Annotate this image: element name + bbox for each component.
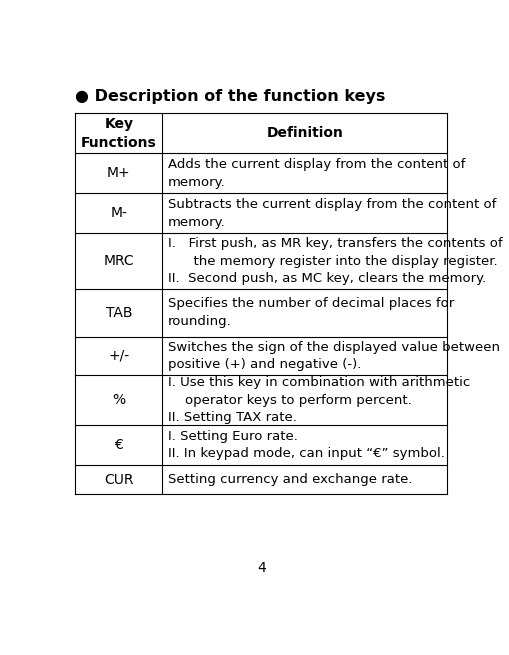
Text: Definition: Definition — [266, 126, 343, 140]
Text: Switches the sign of the displayed value between
positive (+) and negative (-).: Switches the sign of the displayed value… — [167, 341, 499, 371]
Text: Setting currency and exchange rate.: Setting currency and exchange rate. — [167, 474, 411, 486]
Text: I. Use this key in combination with arithmetic
    operator keys to perform perc: I. Use this key in combination with arit… — [167, 376, 469, 424]
Text: TAB: TAB — [105, 306, 132, 320]
Text: ● Description of the function keys: ● Description of the function keys — [74, 88, 384, 103]
Text: M-: M- — [110, 206, 127, 220]
Text: %: % — [112, 393, 125, 407]
Text: +/-: +/- — [108, 349, 129, 363]
Text: I.   First push, as MR key, transfers the contents of
      the memory register : I. First push, as MR key, transfers the … — [167, 237, 501, 285]
Bar — [75, 113, 446, 495]
Text: MRC: MRC — [103, 254, 134, 268]
Text: 4: 4 — [257, 561, 265, 575]
Text: I. Setting Euro rate.
II. In keypad mode, can input “€” symbol.: I. Setting Euro rate. II. In keypad mode… — [167, 430, 444, 460]
Text: Adds the current display from the content of
memory.: Adds the current display from the conten… — [167, 158, 464, 189]
Text: Subtracts the current display from the content of
memory.: Subtracts the current display from the c… — [167, 198, 495, 229]
Text: M+: M+ — [107, 166, 130, 180]
Text: Specifies the number of decimal places for
rounding.: Specifies the number of decimal places f… — [167, 297, 453, 328]
Text: €: € — [114, 438, 123, 452]
Text: Key
Functions: Key Functions — [81, 117, 156, 150]
Text: CUR: CUR — [104, 473, 133, 487]
